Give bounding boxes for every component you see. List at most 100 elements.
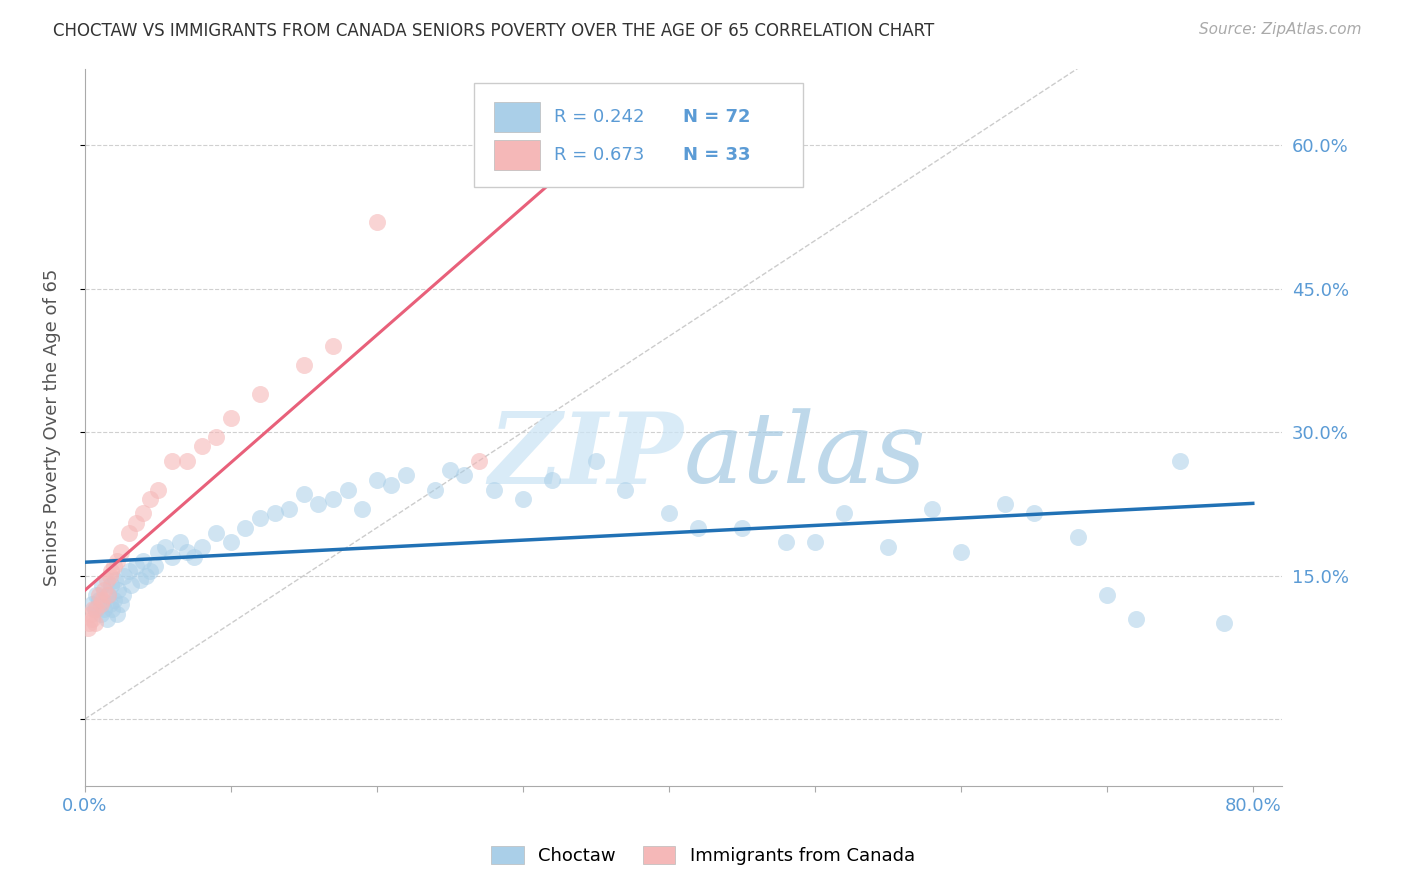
Point xyxy=(146,483,169,497)
Point xyxy=(111,588,134,602)
Point xyxy=(453,468,475,483)
Point xyxy=(169,535,191,549)
Point xyxy=(93,582,115,597)
Point xyxy=(176,545,198,559)
FancyBboxPatch shape xyxy=(474,83,803,187)
Point xyxy=(1168,454,1191,468)
Point xyxy=(658,507,681,521)
Point xyxy=(93,602,115,616)
Point xyxy=(993,497,1015,511)
Point xyxy=(1066,530,1088,544)
Point xyxy=(322,492,344,507)
Point xyxy=(96,612,118,626)
Point xyxy=(292,358,315,372)
Text: CHOCTAW VS IMMIGRANTS FROM CANADA SENIORS POVERTY OVER THE AGE OF 65 CORRELATION: CHOCTAW VS IMMIGRANTS FROM CANADA SENIOR… xyxy=(53,22,935,40)
Point xyxy=(292,487,315,501)
Point xyxy=(129,574,152,588)
Point xyxy=(105,554,128,568)
Point xyxy=(613,483,636,497)
Point xyxy=(832,507,855,521)
Point xyxy=(468,454,491,468)
Point xyxy=(439,463,461,477)
Point xyxy=(949,545,972,559)
Point xyxy=(775,535,797,549)
Point xyxy=(104,574,127,588)
Text: N = 72: N = 72 xyxy=(683,108,751,126)
Point xyxy=(107,582,129,597)
Point xyxy=(97,588,120,602)
Point xyxy=(1212,616,1234,631)
Point xyxy=(921,501,943,516)
Point xyxy=(76,621,98,635)
FancyBboxPatch shape xyxy=(494,139,540,169)
Point xyxy=(190,540,212,554)
Point xyxy=(79,607,101,621)
Point xyxy=(98,568,121,582)
Point xyxy=(103,592,125,607)
Point xyxy=(876,540,898,554)
Point xyxy=(139,564,162,578)
Point xyxy=(110,545,132,559)
Point xyxy=(90,607,112,621)
Point xyxy=(731,521,754,535)
Point xyxy=(205,430,228,444)
Point xyxy=(190,440,212,454)
Point xyxy=(132,507,155,521)
Point xyxy=(103,559,125,574)
Point xyxy=(91,578,114,592)
Point xyxy=(143,559,166,574)
Point xyxy=(686,521,709,535)
Point xyxy=(278,501,301,516)
Point xyxy=(86,588,108,602)
Point xyxy=(423,483,446,497)
Point xyxy=(219,535,242,549)
Point xyxy=(101,602,124,616)
Point xyxy=(117,525,139,540)
Point xyxy=(112,568,135,582)
Text: ZIP: ZIP xyxy=(488,408,683,504)
Point xyxy=(249,387,271,401)
Y-axis label: Seniors Poverty Over the Age of 65: Seniors Poverty Over the Age of 65 xyxy=(44,268,60,586)
Point xyxy=(176,454,198,468)
Point xyxy=(380,477,402,491)
Point xyxy=(117,564,139,578)
Point xyxy=(512,492,534,507)
FancyBboxPatch shape xyxy=(494,102,540,132)
Text: Source: ZipAtlas.com: Source: ZipAtlas.com xyxy=(1198,22,1361,37)
Point xyxy=(89,592,111,607)
Point xyxy=(80,612,103,626)
Point xyxy=(233,521,256,535)
Point xyxy=(82,602,104,616)
Point xyxy=(585,454,607,468)
Point xyxy=(139,492,162,507)
Point xyxy=(90,598,112,612)
Point xyxy=(336,483,359,497)
Point xyxy=(1125,612,1147,626)
Text: atlas: atlas xyxy=(683,409,927,504)
Point xyxy=(89,588,111,602)
Point xyxy=(120,578,142,592)
Point xyxy=(366,214,388,228)
Point xyxy=(110,598,132,612)
Point xyxy=(153,540,176,554)
Point xyxy=(183,549,205,564)
Point xyxy=(1022,507,1045,521)
Point xyxy=(162,454,184,468)
Point xyxy=(263,507,285,521)
Point xyxy=(96,574,118,588)
Point xyxy=(84,602,107,616)
Point xyxy=(125,559,148,574)
Point xyxy=(125,516,148,530)
Point xyxy=(91,592,114,607)
Point xyxy=(803,535,825,549)
Point xyxy=(135,568,157,582)
Point xyxy=(219,410,242,425)
Point xyxy=(162,549,184,564)
Point xyxy=(100,564,122,578)
Point xyxy=(105,607,128,621)
Point xyxy=(1095,588,1118,602)
Point xyxy=(77,616,100,631)
Point xyxy=(80,598,103,612)
Point xyxy=(352,501,374,516)
Point xyxy=(249,511,271,525)
